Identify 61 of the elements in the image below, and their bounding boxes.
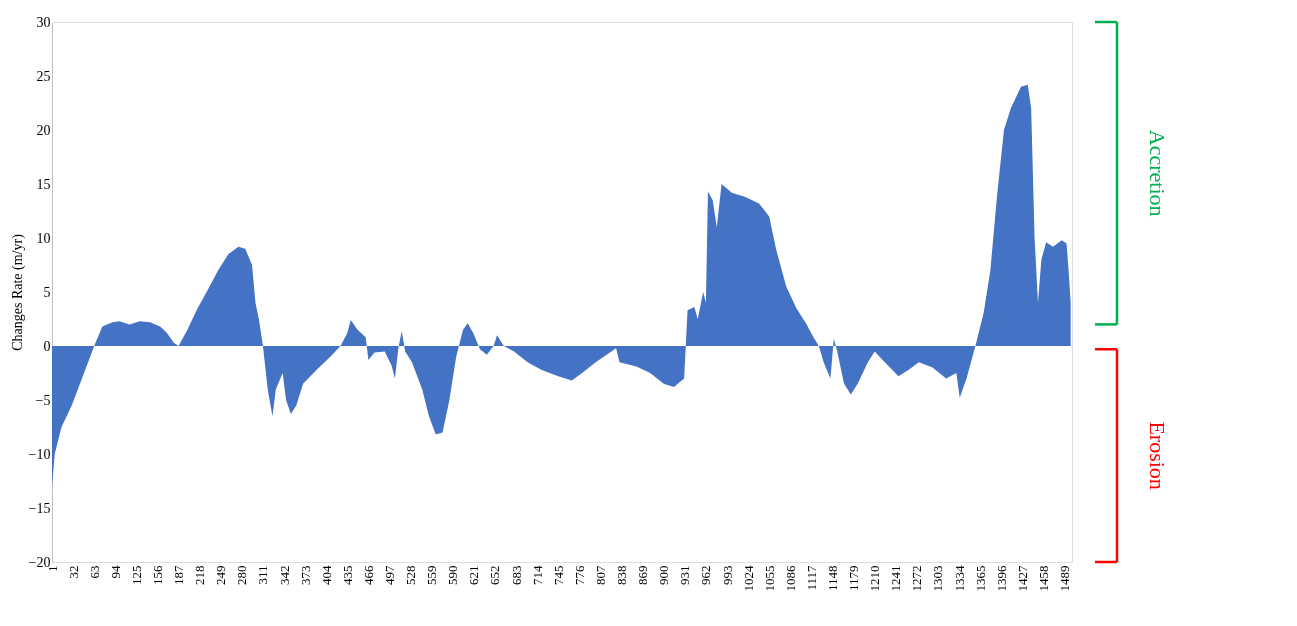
x-tick-label: 1086 bbox=[782, 565, 798, 592]
y-axis-title: Changes Rate (m/yr) bbox=[9, 233, 26, 351]
x-tick-label: 125 bbox=[128, 565, 144, 585]
y-tick-label: −5 bbox=[35, 392, 51, 408]
x-tick-label: 1024 bbox=[740, 565, 756, 592]
x-tick-label: 187 bbox=[171, 565, 187, 585]
x-tick-label: 1241 bbox=[888, 565, 904, 592]
x-tick-label: 993 bbox=[719, 565, 735, 585]
x-tick-label: 1303 bbox=[930, 565, 946, 592]
y-tick-label: −10 bbox=[28, 446, 51, 462]
x-tick-label: 249 bbox=[213, 565, 229, 585]
x-tick-label: 1458 bbox=[1035, 565, 1051, 592]
y-tick-label: 0 bbox=[43, 338, 51, 354]
x-tick-label: 962 bbox=[698, 565, 714, 585]
x-tick-label: 435 bbox=[339, 565, 355, 585]
x-tick-label: 559 bbox=[424, 565, 440, 585]
x-tick-label: 1334 bbox=[951, 565, 967, 592]
x-tick-label: 1365 bbox=[972, 565, 988, 592]
x-tick-label: 63 bbox=[86, 565, 102, 579]
x-tick-label: 838 bbox=[614, 565, 630, 585]
x-tick-label: 900 bbox=[656, 565, 672, 585]
x-tick-label: 1396 bbox=[993, 565, 1009, 592]
x-tick-label: 497 bbox=[382, 565, 398, 585]
x-tick-label: 869 bbox=[635, 565, 651, 585]
x-tick-label: 342 bbox=[276, 565, 292, 585]
x-tick-label: 683 bbox=[508, 565, 524, 585]
text: Erosion bbox=[1145, 421, 1170, 490]
text: Accretion bbox=[1145, 129, 1170, 217]
x-tick-label: 1055 bbox=[761, 565, 777, 592]
x-tick-label: 373 bbox=[297, 565, 313, 585]
y-tick-label: 30 bbox=[36, 14, 51, 30]
x-tick-label: 776 bbox=[571, 565, 587, 585]
x-tick-label: 745 bbox=[550, 565, 566, 585]
y-tick-label: 10 bbox=[36, 230, 51, 246]
y-tick-label: 5 bbox=[43, 284, 51, 300]
x-tick-label: 404 bbox=[318, 565, 334, 585]
x-tick-label: 466 bbox=[360, 565, 376, 585]
x-tick-label: 528 bbox=[403, 565, 419, 585]
y-tick-label: 15 bbox=[36, 176, 51, 192]
x-tick-label: 931 bbox=[677, 565, 693, 585]
x-tick-label: 590 bbox=[445, 565, 461, 585]
x-tick-label: 1272 bbox=[909, 565, 925, 592]
x-tick-label: 621 bbox=[466, 565, 482, 585]
x-tick-label: 1489 bbox=[1057, 565, 1073, 592]
y-tick-label: 20 bbox=[36, 122, 51, 138]
x-tick-label: 807 bbox=[592, 565, 608, 585]
y-tick-label: 25 bbox=[36, 68, 51, 84]
x-tick-label: 714 bbox=[529, 565, 545, 585]
x-tick-label: 1148 bbox=[824, 565, 840, 592]
x-tick-label: 311 bbox=[255, 565, 271, 585]
y-tick-label: −15 bbox=[28, 500, 51, 516]
x-tick-label: 1210 bbox=[867, 565, 883, 592]
x-tick-label: 32 bbox=[65, 565, 81, 579]
x-tick-label: 1179 bbox=[846, 565, 862, 592]
x-tick-label: 1117 bbox=[803, 565, 819, 591]
x-tick-label: 652 bbox=[487, 565, 503, 585]
x-tick-label: 1427 bbox=[1014, 565, 1030, 592]
x-tick-label: 94 bbox=[107, 565, 123, 579]
x-tick-label: 156 bbox=[149, 565, 165, 585]
x-tick-label: 218 bbox=[192, 565, 208, 585]
x-tick-label: 280 bbox=[234, 565, 250, 585]
